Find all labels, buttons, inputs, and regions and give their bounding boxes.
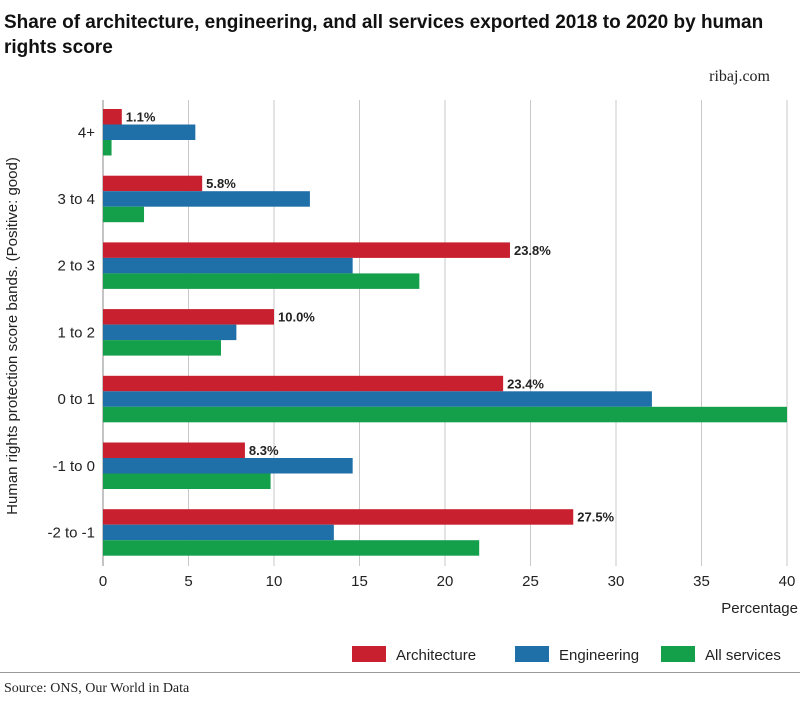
bar-all-services [103,206,145,223]
x-tick-label: 35 [693,573,710,590]
x-axis-title: Percentage [721,600,798,617]
bar-engineering [103,124,196,140]
category-label: 0 to 1 [57,391,95,408]
data-label: 5.8% [206,176,236,191]
x-tick-label: 10 [266,573,283,590]
bar-architecture [103,242,510,258]
bar-all-services [103,273,420,289]
x-tick-label: 25 [522,573,539,590]
data-label: 10.0% [278,310,315,325]
bar-architecture [103,109,122,125]
legend-swatch [515,646,549,662]
legend: Architecture Engineering All services [352,646,781,664]
bar-engineering [103,458,353,474]
legend-swatch [352,646,386,662]
source-note: Source: ONS, Our World in Data [4,681,190,696]
labels: 0 5 10 15 20 25 30 35 40 4+ 1.1% 3 to 4 5.8% 2 to 3 23… [47,110,795,591]
bar-all-services [103,140,112,156]
data-label: 1.1% [126,110,156,125]
bar-engineering [103,324,237,341]
category-label: 2 to 3 [57,258,95,275]
brand-label: ribaj.com [709,68,770,85]
bar-engineering [103,391,652,407]
category-label: 4+ [78,124,95,141]
category-label: 1 to 2 [57,324,95,341]
data-label: 23.4% [507,376,544,391]
bar-all-services [103,540,480,556]
bar-all-services [103,406,787,423]
bar-chart: 0 5 10 15 20 25 30 35 40 4+ 1.1% 3 to 4 5.8% 2 to 3 23… [4,100,798,664]
data-label: 8.3% [249,443,279,458]
data-label: 27.5% [577,510,614,525]
bar-architecture [103,309,274,325]
x-tick-label: 5 [184,573,192,590]
legend-label: Engineering [559,647,639,664]
x-tick-label: 0 [99,573,107,590]
x-tick-label: 40 [779,573,796,590]
bar-architecture [103,509,574,525]
category-label: 3 to 4 [57,191,95,208]
x-tick-label: 15 [351,573,368,590]
footer-divider [0,672,800,673]
bar-all-services [103,340,221,356]
chart-title: Share of architecture, engineering, and … [4,12,764,58]
bar-architecture [103,442,245,458]
bar-architecture [103,375,504,392]
bar-architecture [103,175,203,192]
category-label: -2 to -1 [47,524,95,541]
data-label: 23.8% [514,243,551,258]
bar-engineering [103,524,334,541]
bar-engineering [103,257,353,274]
bar-engineering [103,191,310,207]
x-tick-label: 30 [608,573,625,590]
x-tick-label: 20 [437,573,454,590]
legend-swatch [661,646,695,662]
legend-label: Architecture [396,647,476,664]
legend-label: All services [705,647,781,664]
y-axis-title: Human rights protection score bands. (Po… [4,157,21,515]
category-label: -1 to 0 [52,458,95,475]
bars [103,109,787,556]
bar-all-services [103,473,271,489]
